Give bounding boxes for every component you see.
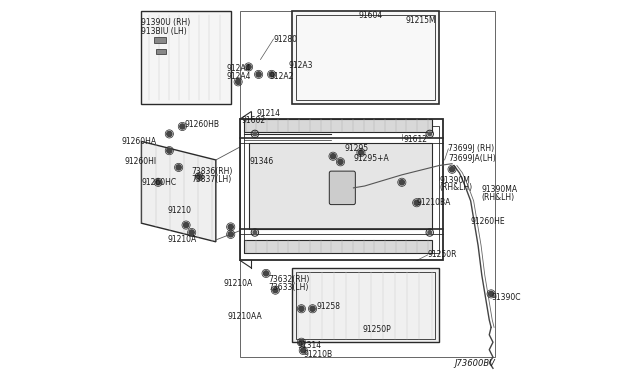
Circle shape (236, 79, 241, 84)
Circle shape (310, 306, 315, 311)
Circle shape (269, 72, 275, 77)
Text: 913BIU (LH): 913BIU (LH) (141, 27, 187, 36)
Circle shape (338, 159, 343, 164)
Circle shape (399, 180, 404, 185)
Text: 73837(LH): 73837(LH) (191, 175, 232, 184)
Text: 91210B: 91210B (303, 350, 332, 359)
Circle shape (301, 348, 306, 353)
Text: 91390U (RH): 91390U (RH) (141, 18, 191, 27)
Text: 91612: 91612 (404, 135, 428, 144)
Text: 91295: 91295 (344, 144, 368, 153)
Polygon shape (244, 119, 431, 132)
Text: 91260HC: 91260HC (141, 178, 177, 187)
Text: 91210BA: 91210BA (417, 198, 451, 207)
Text: 73836(RH): 73836(RH) (191, 167, 233, 176)
Text: 91260HB: 91260HB (184, 120, 220, 129)
Text: 91214: 91214 (257, 109, 281, 118)
Text: 91210AA: 91210AA (228, 312, 262, 321)
Text: 73633(LH): 73633(LH) (268, 283, 308, 292)
Text: (RH&LH): (RH&LH) (439, 183, 472, 192)
Text: 91210: 91210 (168, 206, 191, 215)
Circle shape (228, 232, 234, 237)
Circle shape (196, 174, 202, 179)
Circle shape (156, 180, 161, 185)
Text: 91210A: 91210A (168, 235, 196, 244)
Text: 912A4: 912A4 (227, 64, 251, 73)
FancyBboxPatch shape (330, 171, 355, 205)
Text: 91260HE: 91260HE (470, 217, 506, 226)
Text: 91215M: 91215M (406, 16, 436, 25)
Polygon shape (244, 240, 431, 253)
Circle shape (246, 64, 251, 70)
Circle shape (428, 132, 431, 136)
Text: 91390MA: 91390MA (482, 185, 518, 194)
Circle shape (167, 148, 172, 153)
Text: 91258: 91258 (316, 302, 340, 311)
Circle shape (256, 72, 261, 77)
Circle shape (253, 132, 257, 136)
Circle shape (273, 288, 278, 293)
Text: 91602: 91602 (242, 116, 266, 125)
Text: 91250R: 91250R (428, 250, 458, 259)
Circle shape (253, 231, 257, 234)
Polygon shape (250, 143, 431, 229)
Circle shape (264, 271, 269, 276)
Text: 91314: 91314 (298, 341, 322, 350)
Circle shape (189, 230, 195, 235)
Circle shape (414, 200, 419, 205)
Text: 91390M: 91390M (439, 176, 470, 185)
Text: 91390C: 91390C (491, 293, 520, 302)
Polygon shape (292, 11, 439, 104)
Circle shape (184, 222, 189, 228)
Text: 912A3: 912A3 (289, 61, 313, 70)
Text: 91280: 91280 (273, 35, 298, 44)
Circle shape (180, 124, 185, 129)
Text: 91295+A: 91295+A (353, 154, 389, 163)
Circle shape (488, 291, 493, 296)
Bar (156, 49, 166, 54)
Text: 912A4: 912A4 (227, 72, 251, 81)
Polygon shape (141, 141, 216, 242)
Polygon shape (292, 268, 439, 342)
Text: 91260HI: 91260HI (124, 157, 156, 166)
Text: 91250P: 91250P (363, 325, 392, 334)
Circle shape (176, 165, 181, 170)
Circle shape (299, 306, 304, 311)
Circle shape (167, 131, 172, 137)
Text: 912A2: 912A2 (270, 72, 294, 81)
Circle shape (228, 224, 234, 230)
Text: 91260HA: 91260HA (121, 137, 156, 146)
Circle shape (299, 340, 304, 345)
Text: (RH&LH): (RH&LH) (482, 193, 515, 202)
Text: 91210A: 91210A (223, 279, 253, 288)
Text: 73632(RH): 73632(RH) (268, 275, 309, 284)
Bar (240, 11, 495, 357)
Text: 91346: 91346 (249, 157, 273, 166)
Circle shape (428, 231, 431, 234)
Circle shape (358, 150, 364, 155)
Bar (154, 37, 166, 43)
Circle shape (330, 154, 335, 159)
Polygon shape (141, 11, 231, 104)
Text: 73699J (RH): 73699J (RH) (449, 144, 495, 153)
Text: J73600BV: J73600BV (454, 359, 495, 368)
Circle shape (449, 167, 454, 172)
Text: 91604: 91604 (358, 11, 382, 20)
Text: 73699JA(LH): 73699JA(LH) (449, 154, 496, 163)
